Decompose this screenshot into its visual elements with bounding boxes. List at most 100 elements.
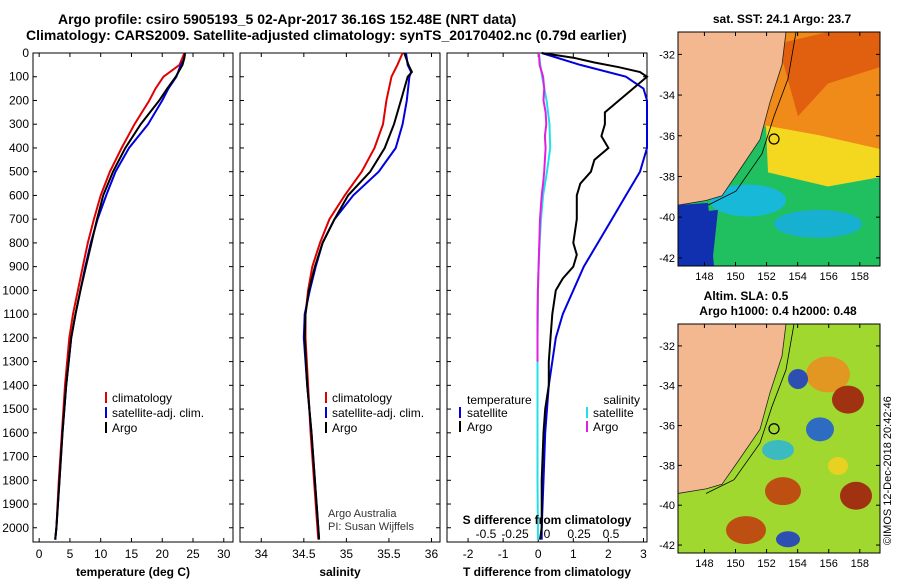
legend-label: satellite — [467, 406, 508, 420]
secondary-tick-label: 0.5 — [603, 527, 620, 541]
series-line-argo — [303, 52, 414, 540]
x-tick-label: 0 — [535, 547, 542, 561]
map-lon-label: 152 — [757, 271, 775, 283]
legend-label: climatology — [332, 391, 392, 405]
x-tick-label: -1 — [498, 547, 509, 561]
y-tick-label: 500 — [9, 165, 29, 179]
map-lat-label: -34 — [659, 90, 675, 102]
x-tick-label: 35 — [340, 547, 354, 561]
sla-eddy — [828, 456, 848, 475]
x-tick-label: 0 — [36, 547, 43, 561]
y-tick-label: 800 — [9, 236, 29, 250]
isobath-line — [707, 32, 797, 206]
y-tick-label: 700 — [9, 212, 29, 226]
secondary-tick-label: -0.25 — [501, 527, 529, 541]
argo-float-marker — [768, 423, 780, 435]
y-tick-label: 1800 — [2, 473, 29, 487]
sla-eddy — [806, 417, 834, 442]
copyright-stamp: ©IMOS 12-Dec-2018 20:42:46 — [882, 396, 894, 545]
map-lon-label: 148 — [695, 271, 713, 283]
map-lat-label: -34 — [659, 381, 675, 393]
sla-eddy — [726, 516, 766, 545]
series-line-temperature-argo — [539, 52, 649, 540]
legend-label: satellite-adj. clim. — [112, 406, 204, 420]
x-tick-label: 34 — [255, 547, 269, 561]
x-tick-label: 20 — [156, 547, 170, 561]
hot-water — [778, 32, 880, 117]
x-tick-label: 5 — [67, 547, 74, 561]
secondary-tick-label: -0.5 — [476, 527, 497, 541]
map-lat-label: -32 — [659, 49, 675, 61]
sla-eddy — [806, 356, 850, 393]
map-lon-label: 152 — [757, 558, 775, 570]
map-lon-label: 156 — [820, 558, 838, 570]
y-tick-label: 1600 — [2, 426, 29, 440]
x-tick-label: 10 — [94, 547, 108, 561]
panel-2-frame — [239, 52, 441, 543]
map-frame — [677, 31, 881, 267]
y-tick-label: 1700 — [2, 450, 29, 464]
cold-water-south — [678, 202, 714, 266]
series-line-salinity-argo — [536, 52, 548, 362]
map-lon-label: 154 — [788, 558, 806, 570]
secondary-axis-label: S difference from climatology — [463, 513, 632, 527]
legend-label: satellite — [593, 406, 634, 420]
x-tick-label: 35.5 — [377, 547, 401, 561]
map-lat-label: -38 — [659, 460, 675, 472]
x-tick-label: 1 — [570, 547, 577, 561]
secondary-tick-label: 0.25 — [567, 527, 591, 541]
map-lat-label: -36 — [659, 421, 675, 433]
y-tick-label: 600 — [9, 188, 29, 202]
x-tick-label: 34.5 — [292, 547, 316, 561]
map-lon-label: 150 — [726, 558, 744, 570]
legend-label: Argo — [467, 420, 493, 434]
series-line-argo — [54, 52, 186, 540]
y-tick-label: 300 — [9, 117, 29, 131]
map-lon-label: 148 — [695, 558, 713, 570]
y-tick-label: 1100 — [3, 307, 29, 321]
figure-title-line1: Argo profile: csiro 5905193_5 02-Apr-201… — [58, 11, 517, 27]
map-lon-label: 158 — [851, 271, 869, 283]
land-mass — [678, 324, 787, 494]
x-axis-label: temperature (deg C) — [76, 565, 190, 579]
cool-patch — [774, 209, 862, 238]
series-line-temperature-satellite — [540, 52, 648, 540]
sla-eddy — [776, 531, 800, 548]
sla-eddy — [765, 477, 801, 506]
cool-patch — [710, 184, 786, 217]
map-lat-label: -42 — [659, 253, 675, 265]
y-tick-label: 1300 — [2, 355, 29, 369]
map-lat-label: -40 — [659, 500, 675, 512]
y-tick-label: 1000 — [2, 283, 29, 297]
map-frame — [677, 323, 881, 554]
legend-label: Argo — [112, 421, 138, 435]
map-lat-label: -36 — [659, 131, 675, 143]
x-tick-label: 15 — [125, 547, 139, 561]
y-tick-label: 400 — [9, 141, 29, 155]
map-lat-label: -40 — [659, 212, 675, 224]
y-tick-label: 100 — [9, 70, 29, 84]
x-tick-label: 2 — [605, 547, 612, 561]
sla-eddy — [832, 385, 864, 414]
legend-heading: salinity — [603, 393, 640, 407]
map-lon-label: 158 — [851, 558, 869, 570]
yellow-water — [766, 125, 880, 187]
map-lon-label: 150 — [726, 271, 744, 283]
legend-label: satellite-adj. clim. — [332, 406, 424, 420]
x-axis-label: T difference from climatology — [463, 565, 631, 579]
sla-eddy — [788, 368, 808, 389]
isobath-line — [705, 324, 795, 494]
land-mass — [678, 32, 787, 206]
sla-map-subtitle: Argo h1000: 0.4 h2000: 0.48 — [699, 304, 857, 318]
x-tick-label: -2 — [463, 547, 474, 561]
y-tick-label: 1500 — [2, 402, 29, 416]
sst-map-title: sat. SST: 24.1 Argo: 23.7 — [713, 12, 852, 26]
x-axis-label: salinity — [319, 565, 361, 579]
sla-eddy — [762, 439, 794, 460]
y-tick-label: 1400 — [2, 378, 29, 392]
map-lat-label: -42 — [659, 540, 675, 552]
x-tick-label: 36 — [425, 547, 439, 561]
x-tick-label: 3 — [640, 547, 647, 561]
map-lon-label: 156 — [820, 271, 838, 283]
